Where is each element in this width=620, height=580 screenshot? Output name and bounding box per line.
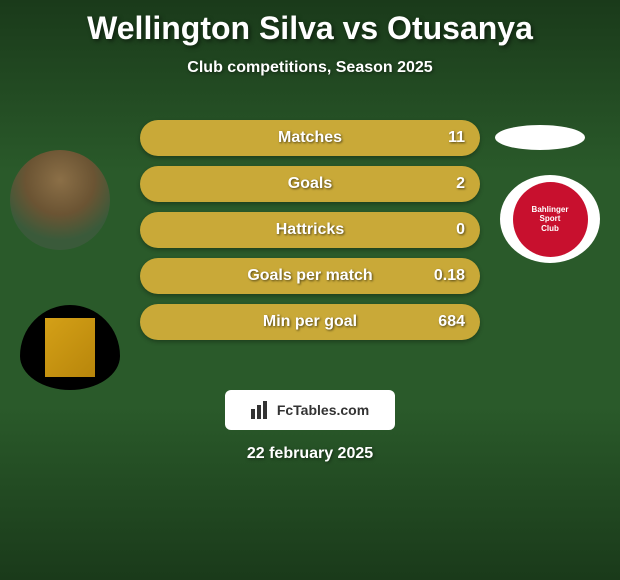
stat-label: Min per goal	[140, 313, 480, 331]
club-right-line1: Bahlinger	[532, 205, 569, 215]
stat-value-right: 11	[448, 129, 465, 147]
fctables-box: FcTables.com	[225, 390, 395, 430]
club-right-line3: Club	[541, 224, 559, 234]
club-logo-right: Bahlinger Sport Club	[500, 175, 600, 263]
stat-bar-goals: Goals 2	[140, 166, 480, 202]
chart-icon	[251, 401, 271, 419]
stat-value-right: 0	[456, 221, 465, 239]
stat-bar-min-per-goal: Min per goal 684	[140, 304, 480, 340]
subtitle: Club competitions, Season 2025	[0, 59, 620, 77]
stat-label: Matches	[140, 129, 480, 147]
club-logo-right-circle: Bahlinger Sport Club	[513, 182, 588, 257]
club-right-line2: Sport	[540, 214, 561, 224]
club-logo-left	[20, 305, 120, 390]
player-photo-left	[10, 150, 110, 250]
stat-bar-matches: Matches 11	[140, 120, 480, 156]
stat-label: Hattricks	[140, 221, 480, 239]
player-photo-right	[495, 125, 585, 150]
stat-value-right: 0.18	[434, 267, 465, 285]
stat-label: Goals	[140, 175, 480, 193]
stat-label: Goals per match	[140, 267, 480, 285]
club-logo-left-shield	[45, 318, 95, 378]
stats-container: Matches 11 Goals 2 Hattricks 0 Goals per…	[140, 120, 480, 350]
infographic-container: Wellington Silva vs Otusanya Club compet…	[0, 0, 620, 580]
fctables-label: FcTables.com	[277, 402, 369, 418]
stat-bar-goals-per-match: Goals per match 0.18	[140, 258, 480, 294]
stat-value-right: 2	[456, 175, 465, 193]
date-text: 22 february 2025	[247, 445, 373, 463]
page-title: Wellington Silva vs Otusanya	[0, 0, 620, 47]
stat-bar-hattricks: Hattricks 0	[140, 212, 480, 248]
stat-value-right: 684	[438, 313, 465, 331]
